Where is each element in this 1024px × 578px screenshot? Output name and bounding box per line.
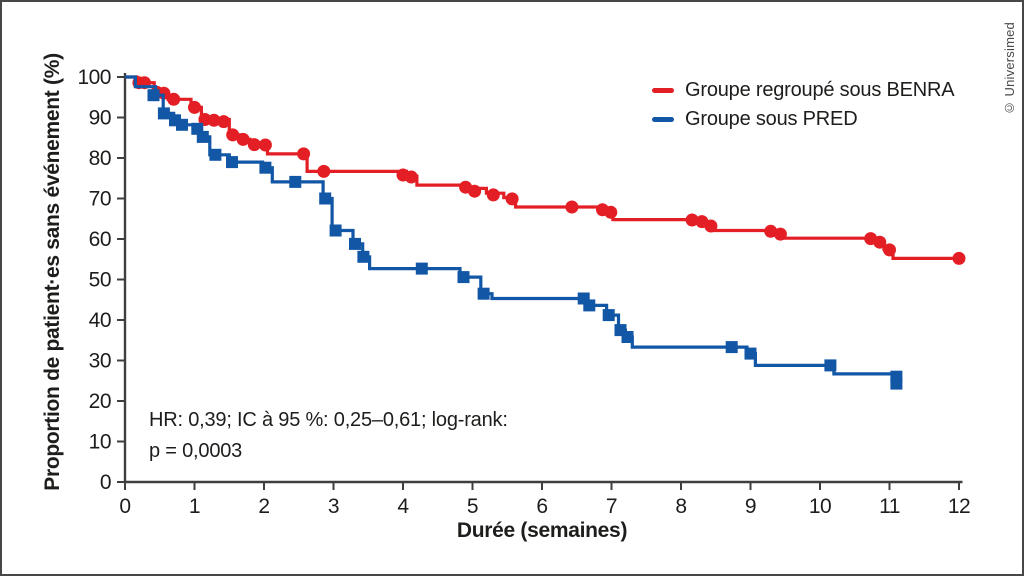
censor-marker-circle xyxy=(704,219,718,233)
x-tick-label: 5 xyxy=(467,495,478,518)
y-tick-label: 50 xyxy=(89,269,111,292)
censor-marker-square xyxy=(226,156,238,169)
legend-label-benra: Groupe regroupé sous BENRA xyxy=(685,79,955,101)
y-tick-label: 10 xyxy=(89,431,111,454)
censor-marker-circle xyxy=(297,147,311,161)
censor-marker-square xyxy=(196,130,209,143)
censor-marker-square xyxy=(744,347,757,360)
censor-marker-circle xyxy=(226,128,240,142)
x-tick-label: 6 xyxy=(536,495,547,518)
x-tick-label: 7 xyxy=(606,495,617,518)
censor-marker-circle xyxy=(873,235,887,249)
y-tick-label: 80 xyxy=(89,147,111,170)
censor-marker-circle xyxy=(486,188,500,202)
censor-marker-square xyxy=(357,250,370,263)
censor-marker-square xyxy=(209,148,222,161)
copyright-credit: © Universimed xyxy=(1002,22,1017,116)
censor-marker-circle xyxy=(952,251,966,265)
censor-marker-circle xyxy=(685,213,699,227)
x-tick-label: 0 xyxy=(119,495,130,518)
censor-marker-square xyxy=(289,175,302,188)
censor-marker-square xyxy=(176,118,188,131)
y-tick-label: 30 xyxy=(89,350,111,373)
stats-annotation: HR: 0,39; IC à 95 %: 0,25–0,61; log-rank… xyxy=(149,405,508,467)
pred-line-swatch-icon xyxy=(652,117,674,122)
x-tick-label: 9 xyxy=(745,495,756,518)
censor-marker-circle xyxy=(247,138,261,152)
censor-marker-circle xyxy=(773,227,787,241)
censor-marker-square xyxy=(602,309,615,322)
x-tick-label: 4 xyxy=(397,495,409,518)
censor-marker-circle xyxy=(236,132,250,146)
censor-marker-circle xyxy=(207,113,221,127)
y-tick-label: 0 xyxy=(100,471,111,494)
censor-marker-circle xyxy=(217,115,231,129)
censor-marker-square xyxy=(477,287,490,300)
censor-marker-circle xyxy=(565,200,579,214)
censor-marker-square xyxy=(725,341,738,354)
censor-marker-circle xyxy=(167,92,181,106)
legend: Groupe regroupé sous BENRA Groupe sous P… xyxy=(652,76,955,134)
censor-marker-square xyxy=(415,262,428,275)
y-tick-label: 60 xyxy=(89,228,111,251)
x-tick-label: 1 xyxy=(189,495,200,518)
legend-item-benra: Groupe regroupé sous BENRA xyxy=(652,76,955,105)
censor-marker-circle xyxy=(317,164,331,178)
y-tick-label: 90 xyxy=(89,107,111,130)
censor-marker-circle xyxy=(883,243,896,257)
censor-marker-square xyxy=(329,224,342,237)
censor-marker-square xyxy=(457,271,470,284)
censor-marker-circle xyxy=(404,170,418,184)
y-axis-title-text: Proportion de patient·es sans événement … xyxy=(41,53,64,491)
x-tick-label: 8 xyxy=(675,495,686,518)
censor-marker-square xyxy=(259,161,272,174)
x-axis-title: Durée (semaines) xyxy=(456,519,628,542)
y-tick-label: 70 xyxy=(89,188,111,211)
censor-marker-square xyxy=(147,89,160,102)
censor-marker-circle xyxy=(258,138,272,152)
y-tick-label: 40 xyxy=(89,309,111,332)
stats-annotation-line1: HR: 0,39; IC à 95 %: 0,25–0,61; log-rank… xyxy=(149,409,508,431)
censor-marker-square xyxy=(824,359,837,372)
y-tick-label: 100 xyxy=(77,66,111,89)
x-tick-label: 2 xyxy=(258,495,269,518)
censor-marker-circle xyxy=(604,205,618,219)
stats-annotation-line2: p = 0,0003 xyxy=(149,440,243,462)
y-tick-label: 20 xyxy=(89,390,111,413)
x-tick-label: 3 xyxy=(328,495,339,518)
censor-marker-square xyxy=(349,237,361,250)
benra-line-swatch-icon xyxy=(652,88,674,93)
censor-marker-square xyxy=(890,377,903,390)
legend-label-pred: Groupe sous PRED xyxy=(685,108,858,130)
censor-marker-circle xyxy=(468,184,482,198)
x-tick-label: 10 xyxy=(809,495,831,518)
legend-item-pred: Groupe sous PRED xyxy=(652,105,954,134)
censor-marker-square xyxy=(621,331,634,343)
censor-marker-circle xyxy=(188,100,201,114)
censor-marker-circle xyxy=(505,192,519,206)
censor-marker-square xyxy=(157,107,170,120)
y-axis-title: Proportion de patient·es sans événement … xyxy=(38,52,68,492)
censor-marker-square xyxy=(583,299,596,312)
x-tick-label: 12 xyxy=(948,495,970,518)
x-tick-label: 11 xyxy=(879,495,900,518)
censor-marker-square xyxy=(319,192,332,205)
